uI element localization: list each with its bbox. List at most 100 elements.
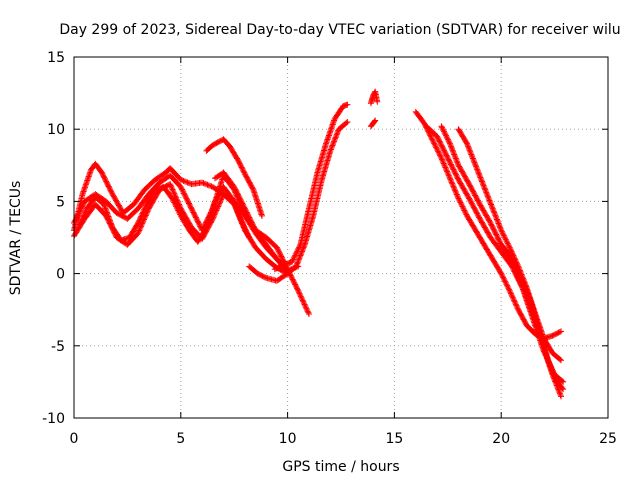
data-point	[102, 206, 109, 213]
data-point	[243, 227, 250, 234]
data-point	[506, 244, 513, 251]
data-point	[244, 210, 251, 217]
data-point	[250, 223, 257, 230]
data-point	[467, 148, 474, 155]
data-point	[173, 203, 180, 210]
data-point	[511, 259, 518, 266]
data-point	[513, 264, 520, 271]
data-point	[461, 173, 468, 180]
data-point	[514, 305, 521, 312]
data-point	[244, 231, 251, 238]
data-point	[448, 144, 455, 151]
data-point	[299, 297, 306, 304]
data-point	[514, 304, 521, 311]
data-point	[294, 247, 301, 254]
data-point	[444, 136, 451, 143]
data-point	[525, 294, 532, 301]
data-point	[292, 282, 299, 289]
data-point	[516, 271, 523, 278]
data-point	[327, 147, 334, 154]
data-point	[116, 203, 123, 210]
data-point	[141, 206, 148, 213]
data-point	[478, 177, 485, 184]
data-point	[447, 160, 454, 167]
data-point	[103, 208, 110, 215]
data-point	[488, 201, 495, 208]
data-point	[75, 223, 82, 230]
data-point	[251, 224, 258, 231]
data-point	[108, 223, 115, 230]
data-point	[523, 287, 530, 294]
data-point	[489, 205, 496, 212]
data-point	[231, 183, 238, 190]
data-point	[234, 190, 241, 197]
data-point	[478, 218, 485, 225]
data-point	[107, 220, 114, 227]
data-point	[438, 155, 445, 162]
data-point	[229, 195, 236, 202]
data-point	[196, 222, 203, 229]
data-point	[105, 183, 112, 190]
data-point	[170, 187, 177, 194]
data-point	[509, 293, 516, 300]
data-point	[76, 221, 83, 228]
data-point	[238, 197, 245, 204]
data-point	[235, 210, 242, 217]
data-point	[243, 209, 250, 216]
data-point	[104, 212, 111, 219]
data-point	[514, 267, 521, 274]
data-point	[292, 251, 299, 258]
data-point	[295, 257, 302, 264]
data-point	[296, 243, 303, 250]
data-point	[294, 248, 301, 255]
data-point	[484, 192, 491, 199]
data-point	[135, 220, 142, 227]
data-point	[434, 147, 441, 154]
data-point	[452, 188, 459, 195]
data-point	[240, 221, 247, 228]
data-point	[492, 212, 499, 219]
data-point	[199, 179, 206, 186]
data-point	[464, 193, 471, 200]
data-point	[505, 285, 512, 292]
data-point	[235, 157, 242, 164]
data-point	[177, 176, 184, 183]
data-point	[137, 224, 144, 231]
data-point	[437, 139, 444, 146]
data-point	[512, 263, 519, 270]
data-point	[139, 210, 146, 217]
data-point	[183, 195, 190, 202]
data-point	[512, 299, 519, 306]
data-point	[275, 247, 282, 254]
data-point	[441, 147, 448, 154]
data-point	[521, 283, 528, 290]
data-point	[290, 255, 297, 262]
data-point	[466, 196, 473, 203]
data-point	[297, 251, 304, 258]
data-point	[470, 204, 477, 211]
data-point	[80, 213, 87, 220]
data-point	[494, 219, 501, 226]
data-point	[293, 249, 300, 256]
data-point	[438, 156, 445, 163]
data-point	[237, 215, 244, 222]
data-point	[208, 183, 215, 190]
data-point	[136, 216, 143, 223]
data-point	[503, 237, 510, 244]
data-point	[489, 223, 496, 230]
data-point	[427, 132, 434, 139]
data-point	[249, 220, 256, 227]
data-point	[517, 272, 524, 279]
data-point	[327, 146, 334, 153]
data-point	[458, 167, 465, 174]
data-point	[175, 208, 182, 215]
data-point	[297, 252, 304, 259]
data-point	[469, 187, 476, 194]
data-point	[135, 218, 142, 225]
data-point	[242, 206, 249, 213]
data-point	[136, 227, 143, 234]
data-point	[232, 203, 239, 210]
y-tick-label: 15	[47, 50, 65, 66]
data-point	[439, 157, 446, 164]
data-point	[450, 150, 457, 157]
